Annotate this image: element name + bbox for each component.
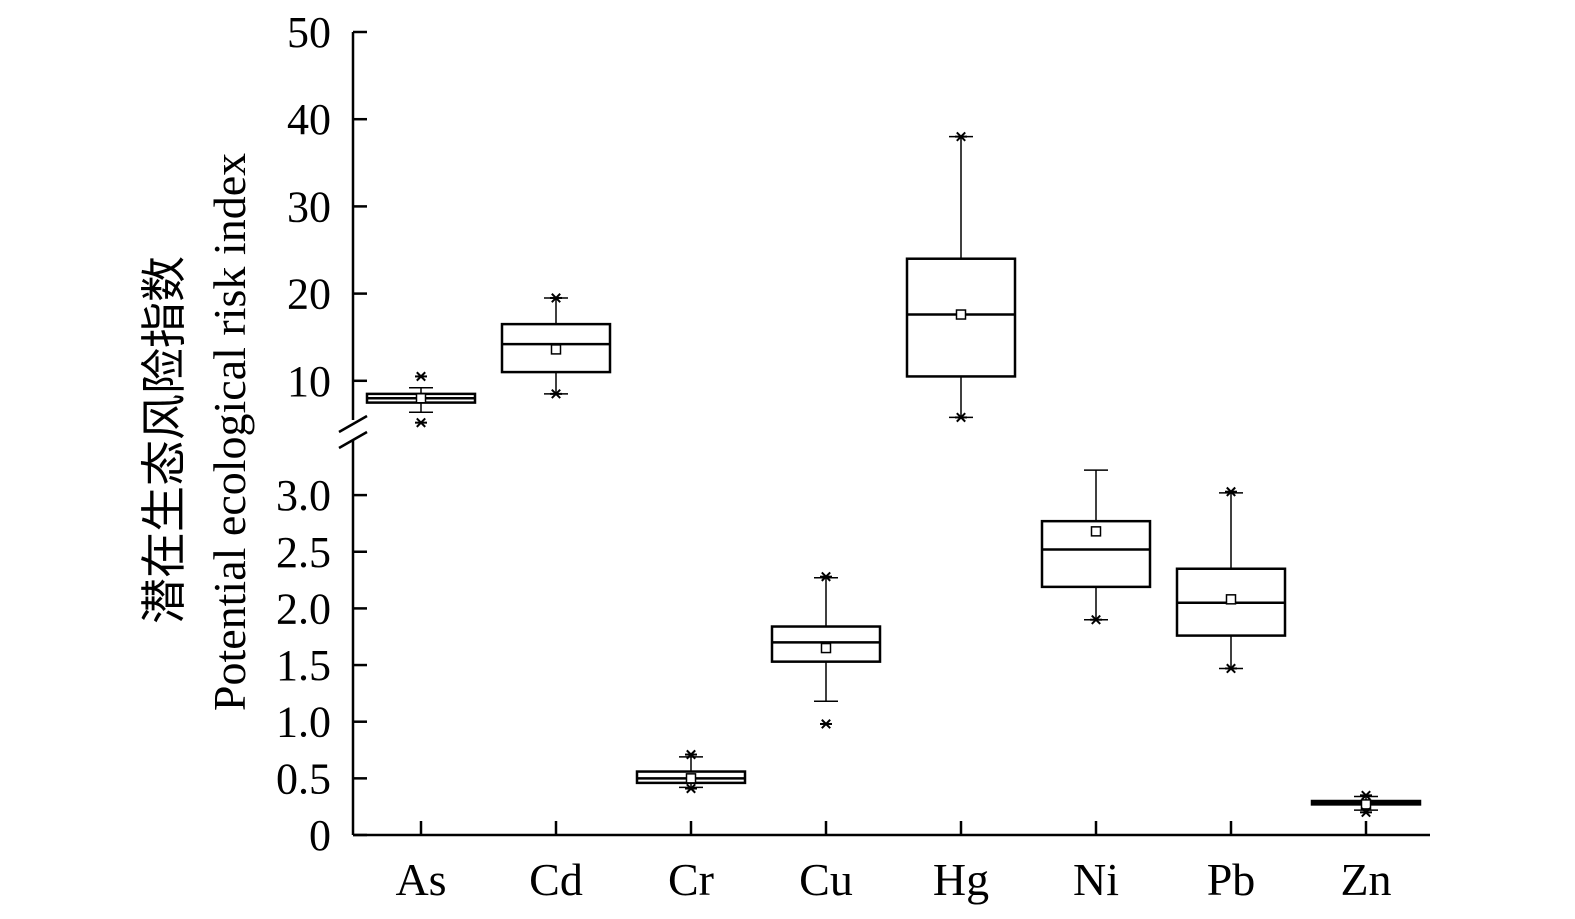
- x-tick-label: Pb: [1207, 854, 1256, 905]
- y-tick-label-upper: 10: [287, 357, 331, 406]
- mean-marker: [550, 344, 562, 355]
- box-hg: [905, 131, 1017, 423]
- mean-marker: [685, 773, 697, 784]
- outlier-point: [820, 719, 832, 729]
- y-tick-label-lower: 3.0: [276, 471, 331, 520]
- y-tick-label-lower: 2.5: [276, 528, 331, 577]
- mean-marker: [1090, 526, 1102, 537]
- y-tick-label-lower: 1.0: [276, 698, 331, 747]
- x-tick-label: Ni: [1073, 854, 1119, 905]
- y-tick-label-upper: 40: [287, 95, 331, 144]
- outlier-point: [685, 749, 697, 760]
- y-tick-label-lower: 0: [309, 811, 331, 860]
- x-tick-label: Hg: [933, 854, 989, 905]
- mean-marker: [415, 392, 427, 404]
- mean-marker: [1225, 594, 1237, 605]
- box-zn: [1310, 790, 1422, 818]
- outlier-point: [1090, 614, 1102, 625]
- mean-marker: [820, 642, 832, 654]
- y-tick-label-upper: 30: [287, 182, 331, 231]
- boxes-layer: [365, 131, 1422, 818]
- x-tick-label: Cu: [799, 854, 853, 905]
- x-tick-label: Zn: [1340, 854, 1391, 905]
- y-tick-label-upper: 50: [287, 8, 331, 57]
- outlier-point: [1360, 807, 1372, 818]
- box-cu: [770, 571, 882, 729]
- box-as: [365, 371, 477, 428]
- axis-break-mark-lower: [338, 430, 368, 450]
- box-pb: [1175, 486, 1287, 674]
- axis-break-mark-upper: [338, 414, 368, 434]
- x-axis: As Cd Cr Cu Hg Ni Pb Zn: [353, 821, 1430, 905]
- mean-marker: [955, 309, 967, 320]
- outlier-point: [685, 783, 697, 794]
- y-axis-title: 潜在生态风险指数 Potential ecological risk index: [139, 153, 255, 711]
- y-axis-label-cn: 潜在生态风险指数: [139, 256, 190, 624]
- box-cr: [635, 749, 747, 794]
- y-axis: 10 20 30 40 50 0 0.5 1.0 1.5 2.0 2.5 3.0: [276, 8, 369, 860]
- outlier-point: [955, 412, 967, 423]
- outlier-point: [1225, 486, 1237, 497]
- outlier-point: [550, 293, 562, 303]
- outlier-point: [955, 131, 967, 142]
- outlier-point: [820, 571, 832, 582]
- y-tick-label-lower: 2.0: [276, 584, 331, 633]
- box-cd: [500, 293, 612, 399]
- y-tick-label-lower: 1.5: [276, 641, 331, 690]
- x-tick-label: Cd: [529, 854, 583, 905]
- mean-marker: [1360, 799, 1372, 810]
- x-tick-label: Cr: [668, 854, 714, 905]
- outlier-point: [415, 371, 427, 382]
- box-ni: [1040, 469, 1152, 625]
- x-tick-label: As: [395, 854, 446, 905]
- y-tick-label-lower: 0.5: [276, 754, 331, 803]
- outlier-point: [1360, 790, 1372, 801]
- outlier-point: [550, 388, 562, 399]
- y-tick-label-upper: 20: [287, 270, 331, 319]
- outlier-point: [415, 417, 427, 428]
- y-axis-label-en: Potential ecological risk index: [204, 153, 255, 711]
- outlier-point: [1225, 663, 1237, 674]
